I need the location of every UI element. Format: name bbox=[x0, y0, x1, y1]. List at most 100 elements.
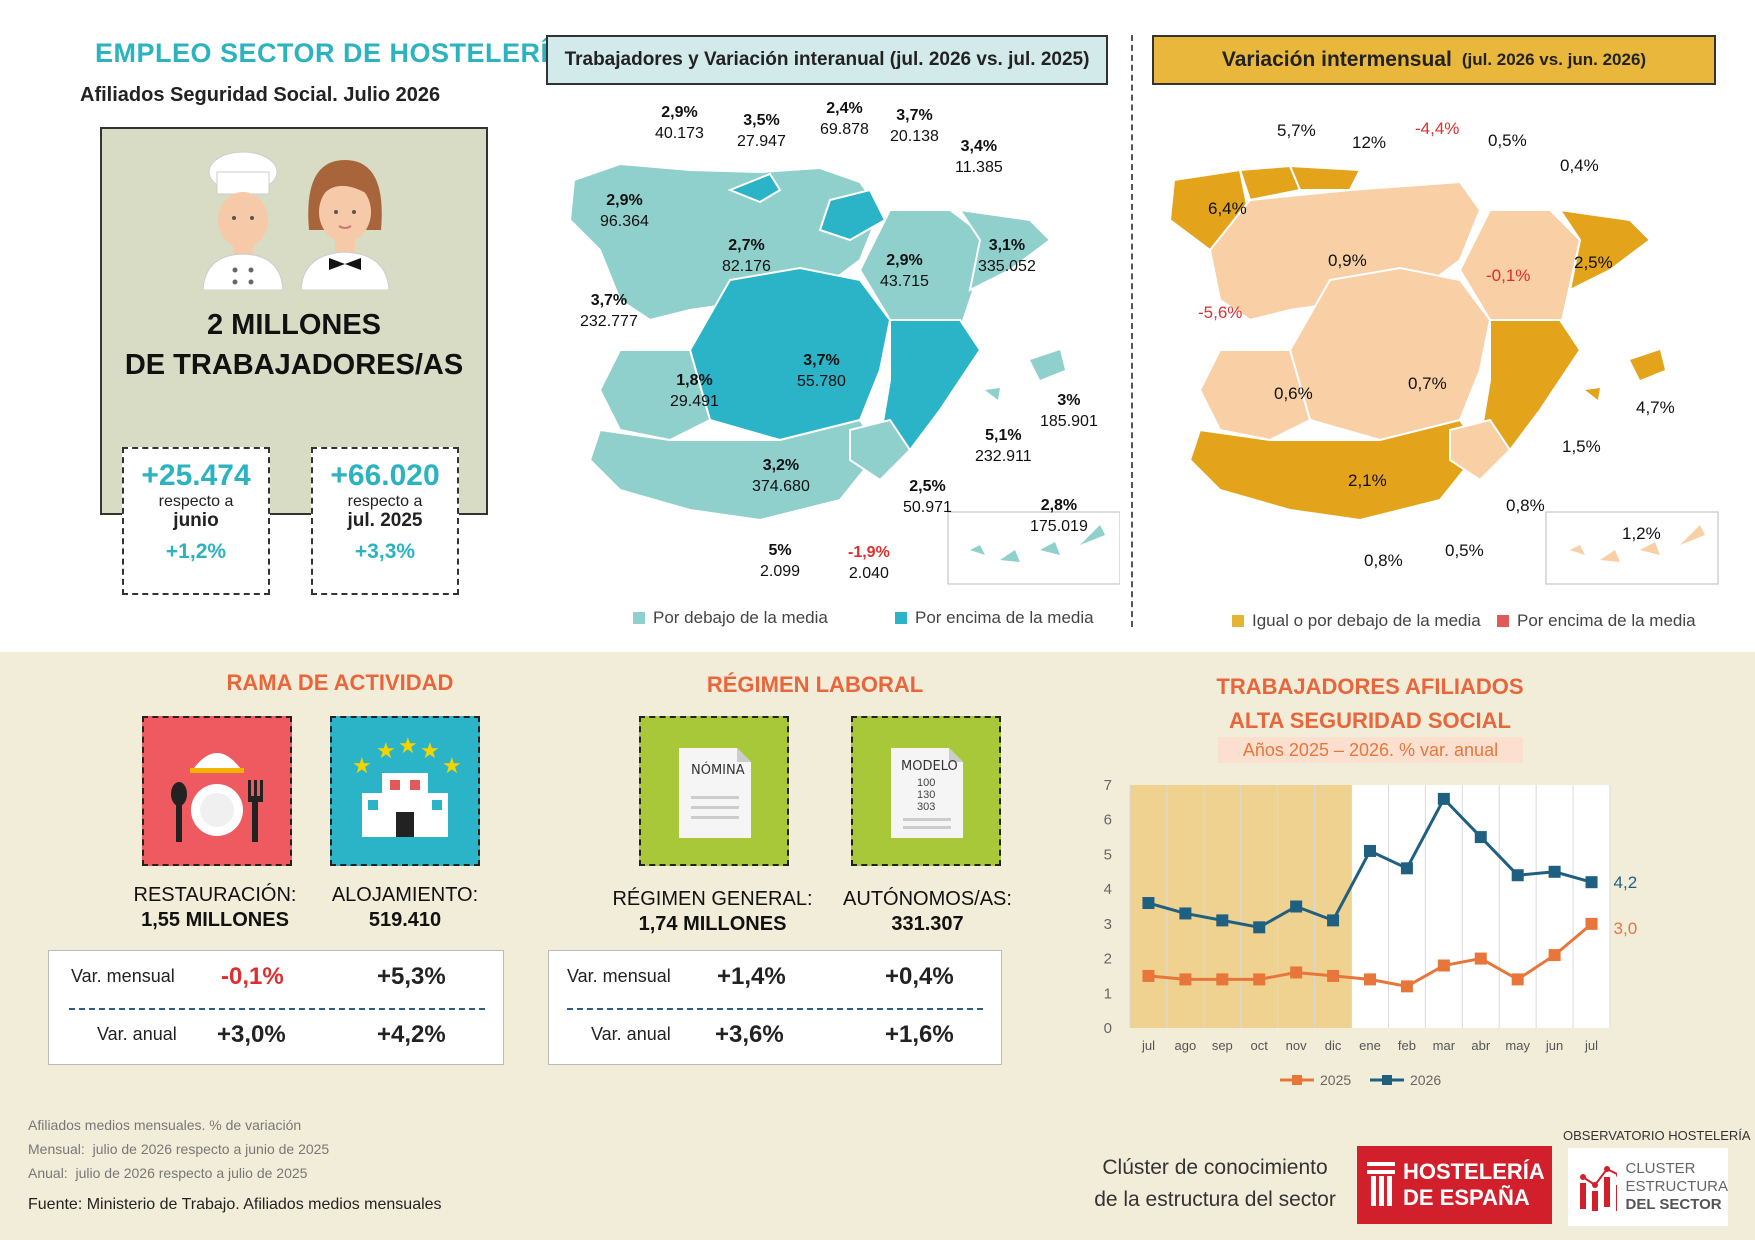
x-tick-label: may bbox=[1505, 1038, 1530, 1053]
nomina-tile: NÓMINA bbox=[639, 716, 789, 866]
map-left-label: 2,9% 96.364 bbox=[600, 190, 649, 232]
map-left-label-pct: 3,7% bbox=[803, 352, 840, 369]
region-cataluna bbox=[957, 208, 1052, 292]
data-point-2025 bbox=[1474, 952, 1487, 965]
map-left-label-value: 50.971 bbox=[903, 499, 952, 516]
x-tick-label: ene bbox=[1359, 1038, 1381, 1053]
hero-line-1: 2 MILLONES bbox=[206, 309, 381, 341]
data-point-2025 bbox=[1437, 959, 1450, 972]
data-point-2025 bbox=[1400, 980, 1413, 993]
logo2-line-1: CLUSTER bbox=[1625, 1160, 1696, 1177]
regimen-monthly-general: +1,4% bbox=[717, 963, 786, 990]
restauracion-label: RESTAURACIÓN: bbox=[133, 884, 297, 906]
region-pais-vasco-navarra bbox=[818, 188, 887, 242]
region-andalucia bbox=[588, 418, 882, 522]
y-tick-label: 5 bbox=[1104, 846, 1112, 863]
x-tick-label: feb bbox=[1398, 1038, 1416, 1053]
map-left-label: 2,9% 40.173 bbox=[655, 102, 704, 144]
stat-label: respecto a bbox=[158, 493, 234, 510]
map-left-label: 3,4% 11.385 bbox=[955, 136, 1003, 178]
map-left-label: 2,8% 175.019 bbox=[1030, 495, 1088, 537]
document-icon: MODELO 100 130 303 bbox=[891, 748, 963, 838]
data-point-2025 bbox=[1364, 973, 1376, 986]
map-left-label: 3,7% 20.138 bbox=[890, 105, 939, 147]
map-left-label-value: 29.491 bbox=[670, 393, 719, 410]
general-summary: RÉGIMEN GENERAL: 1,74 MILLONES bbox=[605, 887, 820, 937]
y-tick-label: 1 bbox=[1104, 985, 1112, 1002]
map-left-label-pct: 3,7% bbox=[896, 107, 933, 124]
rama-annual-alojamiento: +4,2% bbox=[377, 1021, 446, 1048]
map-right-label: 0,6% bbox=[1274, 384, 1313, 403]
data-point-2025 bbox=[1216, 973, 1229, 986]
map-left-label-value: 2.099 bbox=[760, 563, 801, 580]
regimen-title: RÉGIMEN LABORAL bbox=[706, 672, 924, 697]
map-left-label-pct: 5,1% bbox=[985, 427, 1022, 444]
page-title: EMPLEO SECTOR DE HOSTELERÍA bbox=[95, 38, 569, 68]
map-left-label: 3% 185.901 bbox=[1040, 390, 1098, 432]
regimen-monthly-autonomos: +0,4% bbox=[885, 963, 954, 990]
map-left-label-value: 20.138 bbox=[890, 128, 939, 145]
hero-line-2: DE TRABAJADORES/AS bbox=[124, 349, 464, 381]
x-tick-label: jun bbox=[1545, 1038, 1563, 1053]
stat-value: +25.474 bbox=[141, 459, 251, 492]
x-tick-label: jul bbox=[1141, 1038, 1155, 1053]
end-label-2025: 3,0 bbox=[1614, 919, 1638, 938]
map-left-label-value: 232.911 bbox=[975, 448, 1032, 465]
map-right-label: 6,4% bbox=[1208, 199, 1247, 218]
map-left-label-value: 335.052 bbox=[978, 258, 1036, 275]
data-point-2026 bbox=[1474, 831, 1487, 844]
observatorio-label: OBSERVATORIO HOSTELERÍA bbox=[1563, 1128, 1751, 1143]
modelo-num: 130 bbox=[917, 789, 935, 801]
legend-marker bbox=[1292, 1075, 1302, 1085]
data-point-2026 bbox=[1364, 844, 1376, 857]
data-point-2026 bbox=[1253, 921, 1266, 934]
modelo-tile: MODELO 100 130 303 bbox=[851, 716, 1001, 866]
autonomos-value: 331.307 bbox=[891, 913, 964, 935]
footer-notes: Afiliados medios mensuales. % de variaci… bbox=[28, 1113, 329, 1185]
map-right-label: 0,9% bbox=[1328, 251, 1367, 270]
regimen-annual-general: +3,6% bbox=[715, 1021, 784, 1048]
map-left-label-value: 185.901 bbox=[1040, 413, 1098, 430]
map-left-label-pct: 2,4% bbox=[826, 100, 863, 117]
x-tick-label: sep bbox=[1212, 1038, 1233, 1053]
map-left-label: 2,7% 82.176 bbox=[722, 235, 771, 277]
rama-annual-restauracion: +3,0% bbox=[217, 1021, 286, 1048]
y-tick-label: 7 bbox=[1104, 777, 1112, 794]
row-label: Var. anual bbox=[591, 1024, 671, 1044]
x-tick-label: dic bbox=[1325, 1038, 1342, 1053]
svg-text:★: ★ bbox=[442, 753, 462, 778]
end-label-2026: 4,2 bbox=[1614, 873, 1638, 892]
alojamiento-summary: ALOJAMIENTO: 519.410 bbox=[315, 883, 495, 933]
map-left-label-value: 40.173 bbox=[655, 125, 704, 142]
map-left-label: 2,4% 69.878 bbox=[820, 98, 869, 140]
logo1-line-1: HOSTELERÍA bbox=[1403, 1159, 1545, 1184]
regimen-table: Var. mensual +1,4% +0,4% Var. anual +3,6… bbox=[548, 950, 1002, 1065]
alojamiento-label: ALOJAMIENTO: bbox=[331, 884, 479, 906]
map-left-label-value: 374.680 bbox=[752, 478, 810, 495]
y-tick-label: 4 bbox=[1104, 881, 1112, 898]
map-left-label-pct: 2,9% bbox=[886, 252, 923, 269]
map-left-label-value: 175.019 bbox=[1030, 518, 1088, 535]
map-left-label-pct: -1,9% bbox=[848, 544, 890, 561]
map-left-label-value: 232.777 bbox=[580, 313, 638, 330]
legend-label: Por debajo de la media bbox=[653, 608, 828, 627]
note-1: Afiliados medios mensuales. % de variaci… bbox=[28, 1117, 302, 1133]
stat-value: +66.020 bbox=[330, 459, 440, 492]
region-valencia bbox=[878, 319, 982, 452]
x-tick-label: ago bbox=[1175, 1038, 1197, 1053]
map-left-label-value: 2.040 bbox=[848, 565, 889, 582]
modelo-text: MODELO bbox=[901, 759, 958, 774]
map-right-label: 2,1% bbox=[1348, 471, 1387, 490]
data-point-2025 bbox=[1585, 917, 1598, 930]
map-left-label-pct: 3,7% bbox=[590, 292, 628, 309]
nomina-text: NÓMINA bbox=[691, 762, 745, 778]
hosteleria-logo: HOSTELERÍA DE ESPAÑA bbox=[1357, 1146, 1552, 1224]
map-right-label: -4,4% bbox=[1415, 119, 1460, 138]
legend-label: 2026 bbox=[1410, 1072, 1441, 1088]
svg-text:★: ★ bbox=[420, 738, 440, 763]
document-icon: NÓMINA bbox=[679, 748, 751, 838]
logo2-line-3: DEL SECTOR bbox=[1625, 1196, 1722, 1213]
map-left-label: 3,1% 335.052 bbox=[978, 235, 1036, 277]
svg-text:★: ★ bbox=[352, 753, 372, 778]
divider bbox=[567, 1008, 983, 1010]
